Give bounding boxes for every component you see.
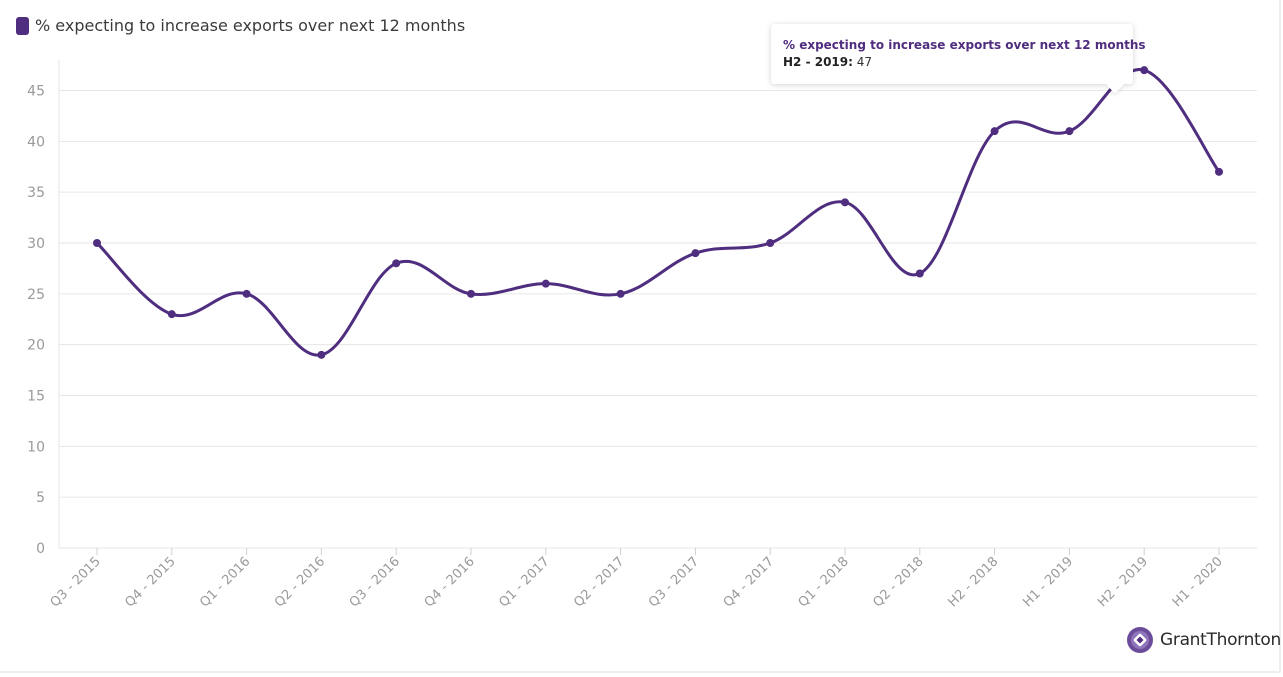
x-tick-label: Q3 - 2015: [48, 554, 104, 610]
x-tick-label: H2 - 2018: [946, 554, 1002, 610]
data-point: [467, 289, 475, 298]
brand-name: GrantThornton: [1160, 630, 1281, 650]
brand[interactable]: GrantThornton: [1126, 626, 1281, 654]
x-tick-label: Q4 - 2015: [122, 554, 178, 610]
y-tick-label: 35: [27, 185, 45, 201]
x-tick-label: H1 - 2019: [1020, 554, 1076, 610]
x-tick-label: Q3 - 2017: [646, 554, 702, 610]
y-tick-label: 15: [27, 389, 45, 405]
y-tick-label: 45: [27, 84, 45, 100]
x-tick-label: Q3 - 2016: [347, 554, 403, 610]
data-point: [841, 198, 849, 207]
tooltip-row: H2 - 2019: 47: [783, 53, 1121, 71]
y-tick-label: 40: [27, 134, 45, 150]
data-point: [167, 310, 176, 319]
series-line: [95, 68, 1221, 357]
x-tick-label: Q4 - 2016: [422, 554, 478, 610]
data-point: [1140, 66, 1149, 75]
data-point: [990, 127, 999, 136]
legend-label: % expecting to increase exports over nex…: [35, 16, 466, 35]
tooltip-title: % expecting to increase exports over nex…: [783, 38, 1146, 52]
y-tick-label: 0: [36, 541, 45, 557]
x-tick-label: H2 - 2019: [1095, 554, 1151, 610]
x-tick-label: Q1 - 2017: [496, 554, 552, 610]
x-tick-label: Q2 - 2017: [571, 554, 627, 610]
y-tick-label: 20: [27, 338, 45, 354]
data-point: [1215, 167, 1223, 176]
data-point: [915, 269, 924, 278]
tooltip-category: H2 - 2019:: [783, 55, 853, 69]
data-point: [317, 350, 326, 359]
data-point: [691, 249, 700, 258]
data-point: [541, 279, 550, 288]
data-point: [93, 239, 101, 247]
x-tick-label: H1 - 2020: [1170, 554, 1226, 610]
legend[interactable]: % expecting to increase exports over nex…: [16, 16, 465, 35]
grant-thornton-logo-icon: [1127, 627, 1153, 653]
x-tick-label: Q2 - 2018: [870, 554, 926, 610]
tooltip: % expecting to increase exports over nex…: [771, 24, 1146, 84]
tooltip-value: 47: [856, 55, 873, 69]
legend-swatch: [16, 16, 29, 35]
y-tick-label: 30: [27, 236, 45, 252]
x-tick-label: Q1 - 2018: [796, 554, 852, 610]
data-point: [766, 239, 775, 247]
data-point: [1065, 127, 1074, 136]
data-point: [392, 259, 401, 268]
y-tick-label: 10: [27, 439, 45, 455]
data-point: [616, 289, 625, 298]
x-tick-label: Q4 - 2017: [721, 554, 777, 610]
y-tick-label: 25: [27, 287, 45, 303]
y-tick-label: 5: [36, 490, 45, 506]
x-tick-label: Q2 - 2016: [272, 554, 328, 610]
x-tick-label: Q1 - 2016: [197, 554, 253, 610]
data-point: [242, 289, 251, 298]
